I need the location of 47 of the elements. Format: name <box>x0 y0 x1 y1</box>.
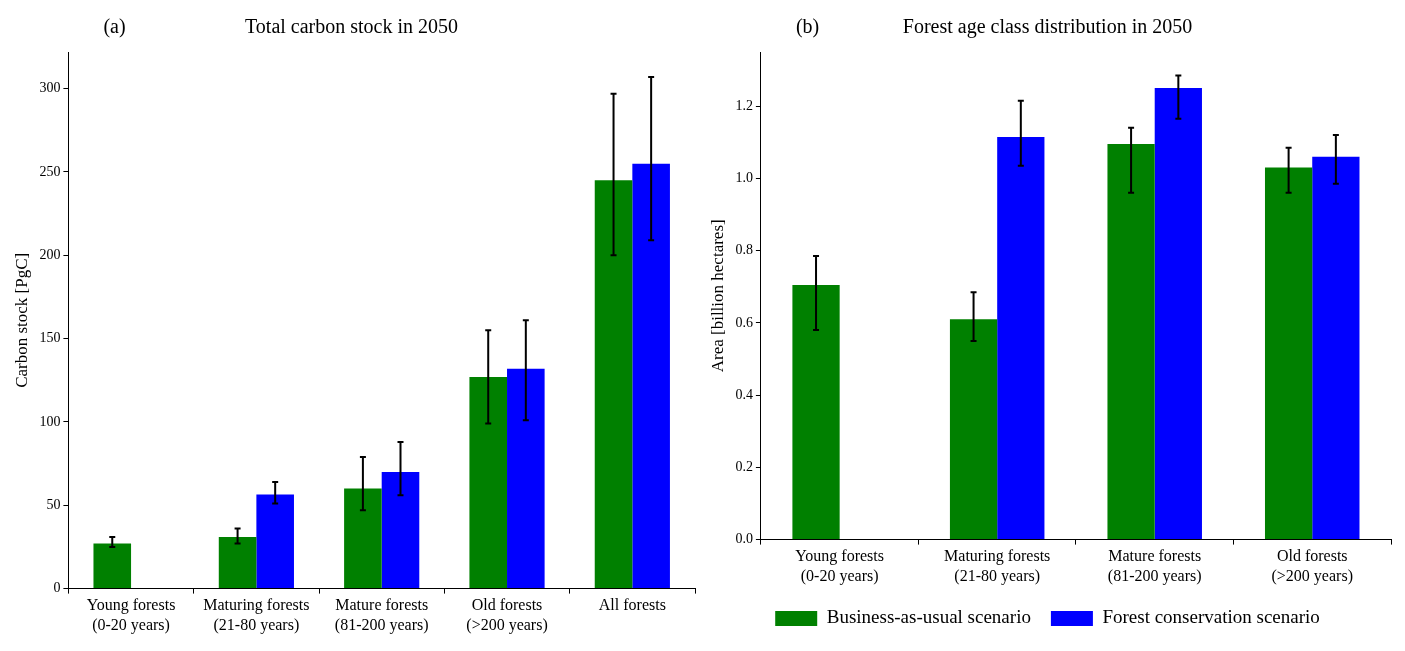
text: (a) <box>103 15 126 39</box>
text: (b) <box>795 15 820 39</box>
bar <box>1264 167 1313 540</box>
y-axis-title: Area [billion hectares] <box>707 219 727 373</box>
bar <box>594 180 633 589</box>
y-tick-label: 0.6 <box>735 314 753 330</box>
x-tick-label: Old forests (>200 years) <box>466 596 548 634</box>
y-tick-label: 0.2 <box>735 459 753 475</box>
y-tick-label: 300 <box>39 80 61 96</box>
x-tick-label: Young forests (0-20 years) <box>86 596 176 634</box>
y-tick-label: 1.0 <box>735 170 753 186</box>
bar <box>792 284 840 540</box>
y-tick-label: 100 <box>39 413 61 429</box>
y-axis-title: Carbon stock [PgC] <box>11 252 31 388</box>
chart-title: Total carbon stock in 2050 <box>245 15 458 38</box>
bar <box>997 136 1045 540</box>
bar <box>507 368 545 589</box>
x-tick-label: Maturing forests (21-80 years) <box>203 596 310 634</box>
bar <box>256 494 294 589</box>
x-tick-label: Mature forests (81-200 years) <box>1107 547 1202 585</box>
legend-label: Forest conservation scenario <box>1102 606 1320 628</box>
y-tick-label: 0.4 <box>735 386 753 402</box>
y-tick-label: 0.0 <box>735 531 753 547</box>
bar <box>1107 144 1155 540</box>
bar <box>381 471 420 589</box>
y-tick-label: 150 <box>39 330 61 346</box>
y-tick-label: 0 <box>53 580 61 596</box>
bar <box>469 376 508 589</box>
legend-label: Business-as-usual scenario <box>826 606 1031 628</box>
x-tick-label: Young forests (0-20 years) <box>795 547 884 585</box>
bar <box>949 319 998 540</box>
bar <box>344 488 382 589</box>
x-tick-label: All forests <box>598 596 666 614</box>
y-tick-label: 200 <box>39 246 61 262</box>
x-tick-label: Maturing forests (21-80 years) <box>944 547 1051 585</box>
chart-title: Forest age class distribution in 2050 <box>902 15 1193 39</box>
y-tick-label: 1.2 <box>735 97 753 113</box>
bar <box>93 543 132 589</box>
bar <box>1312 156 1360 540</box>
y-tick-label: 0.8 <box>735 242 753 258</box>
x-tick-label: Mature forests (81-200 years) <box>334 596 429 634</box>
y-tick-label: 250 <box>39 163 61 179</box>
y-tick-label: 50 <box>46 496 61 512</box>
bar <box>632 163 670 589</box>
x-tick-label: Old forests (>200 years) <box>1271 547 1353 585</box>
bar <box>218 536 257 589</box>
bar <box>1154 88 1202 540</box>
